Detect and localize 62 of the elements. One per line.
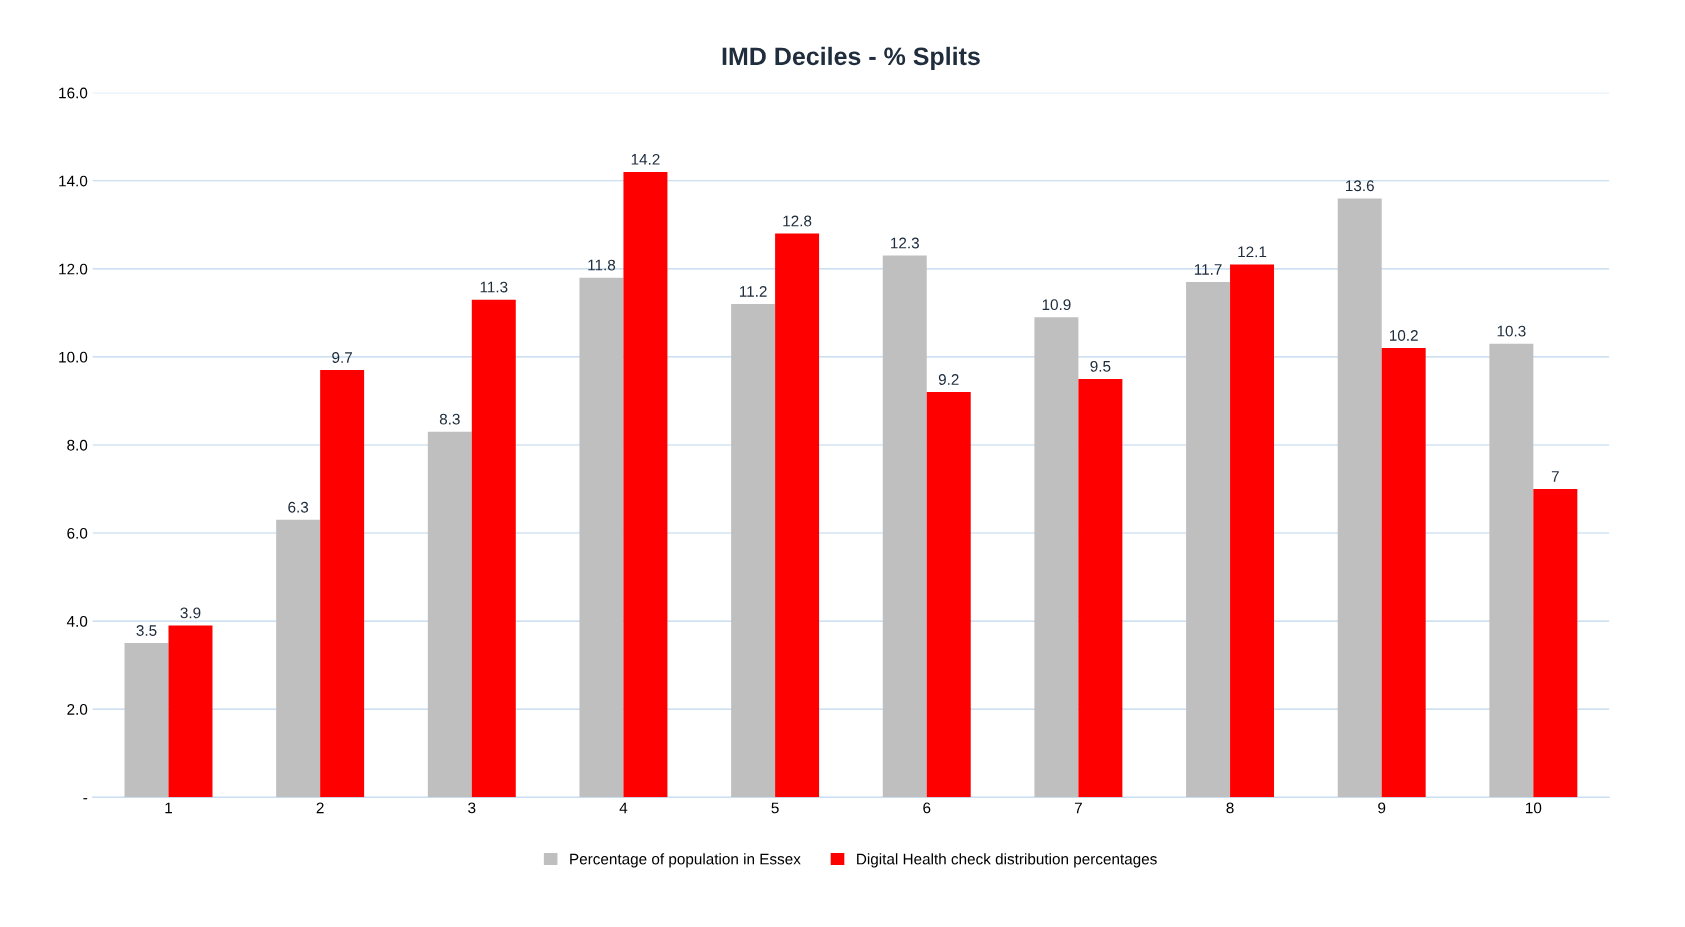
bar bbox=[124, 643, 169, 798]
data-label: 10.9 bbox=[1042, 299, 1071, 311]
data-label: 13.6 bbox=[1346, 180, 1374, 192]
bar bbox=[1186, 282, 1231, 798]
chart-title: IMD Deciles - % Splits bbox=[722, 46, 980, 71]
x-tick-label: 10 bbox=[1526, 802, 1542, 814]
bar bbox=[1078, 378, 1123, 798]
bar bbox=[623, 171, 668, 798]
y-tick-label: 4.0 bbox=[66, 615, 88, 627]
data-label: 8.3 bbox=[439, 413, 460, 425]
y-tick-label: 12.0 bbox=[59, 263, 88, 275]
x-tick-label: 9 bbox=[1378, 802, 1386, 814]
bar bbox=[1230, 264, 1275, 798]
bar bbox=[579, 277, 624, 798]
bar bbox=[320, 370, 365, 798]
data-label: 9.7 bbox=[332, 352, 352, 363]
data-label: 7 bbox=[1551, 471, 1559, 482]
data-label: 11.8 bbox=[588, 259, 616, 271]
bar bbox=[1533, 488, 1578, 798]
data-label: 3.5 bbox=[136, 625, 157, 636]
y-tick-label: 16.0 bbox=[59, 87, 88, 99]
y-tick-label: 14.0 bbox=[59, 175, 88, 187]
y-tick-label: 8.0 bbox=[67, 439, 88, 451]
x-tick-label: 3 bbox=[468, 802, 476, 814]
bar bbox=[1337, 198, 1382, 798]
bar bbox=[276, 519, 321, 798]
data-label: 6.3 bbox=[288, 501, 309, 513]
data-label: 14.2 bbox=[631, 153, 660, 165]
x-tick-label: 1 bbox=[165, 802, 172, 814]
x-tick-label: 2 bbox=[316, 802, 324, 814]
bar bbox=[775, 233, 820, 798]
bar bbox=[731, 304, 776, 798]
bar bbox=[1489, 343, 1534, 798]
bar bbox=[926, 392, 971, 798]
data-label: 11.3 bbox=[480, 281, 508, 293]
y-tick-label: 2.0 bbox=[67, 704, 88, 715]
data-label: 12.1 bbox=[1238, 246, 1267, 258]
x-tick-label: 8 bbox=[1226, 802, 1234, 814]
data-label: 10.3 bbox=[1497, 325, 1526, 337]
y-tick-label: - bbox=[83, 798, 88, 800]
y-tick-label: 6.0 bbox=[67, 527, 88, 539]
data-label: 3.9 bbox=[180, 607, 201, 619]
bar bbox=[427, 431, 472, 798]
data-label: 9.2 bbox=[938, 374, 959, 385]
bar bbox=[471, 299, 516, 798]
x-tick-label: 5 bbox=[771, 802, 779, 814]
data-label: 11.7 bbox=[1194, 264, 1222, 275]
bar bbox=[1381, 348, 1426, 798]
data-label: 11.2 bbox=[739, 286, 767, 297]
bar bbox=[882, 255, 927, 798]
legend-label: Digital Health check distribution percentages bbox=[857, 853, 1157, 868]
data-label: 10.2 bbox=[1389, 330, 1418, 341]
legend-label: Percentage of population in Essex bbox=[570, 853, 801, 868]
data-label: 12.3 bbox=[891, 237, 919, 249]
x-tick-label: 4 bbox=[619, 802, 628, 814]
bar bbox=[168, 625, 213, 798]
bar bbox=[1034, 317, 1079, 798]
data-label: 12.8 bbox=[783, 215, 812, 227]
y-tick-label: 10.0 bbox=[59, 351, 88, 363]
x-tick-label: 7 bbox=[1074, 802, 1082, 814]
x-tick-label: 6 bbox=[923, 802, 931, 814]
data-label: 9.5 bbox=[1090, 360, 1111, 372]
